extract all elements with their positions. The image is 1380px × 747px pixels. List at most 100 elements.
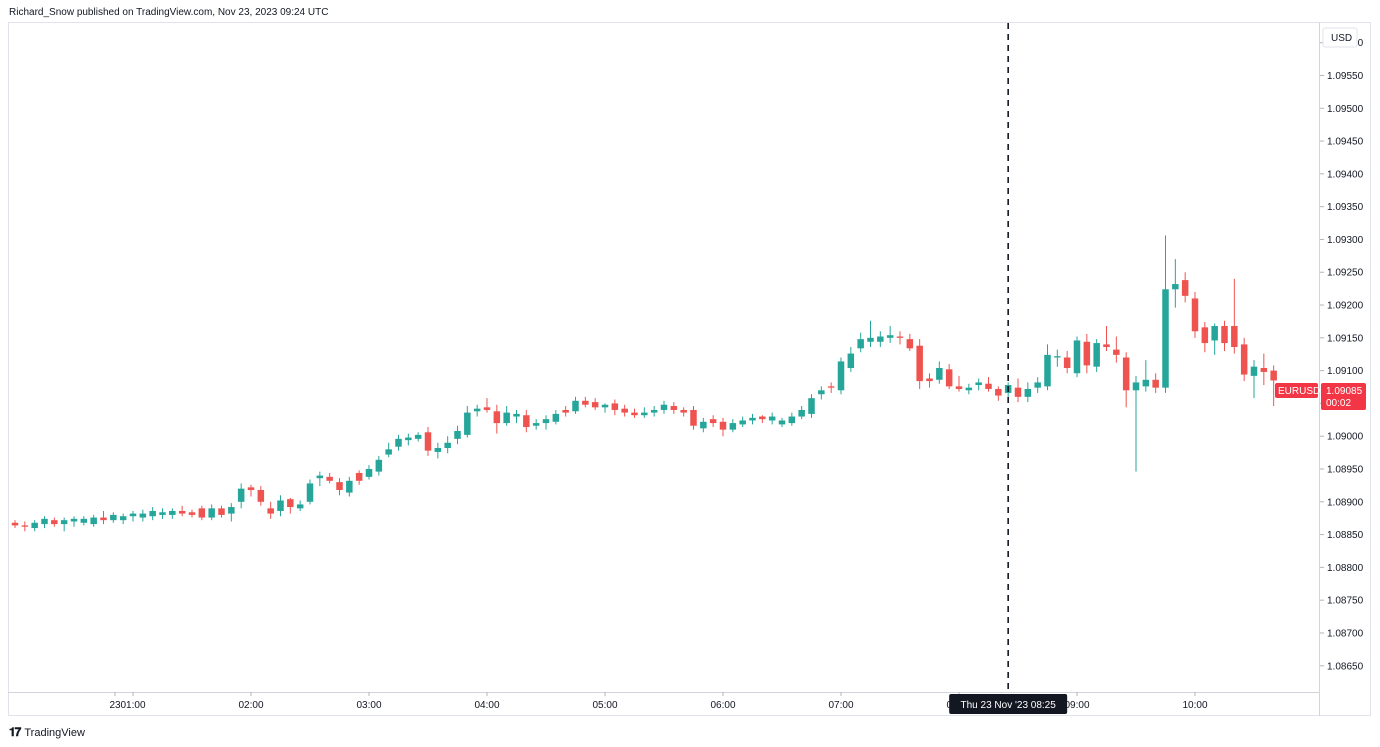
candle[interactable] xyxy=(759,415,766,424)
candle[interactable] xyxy=(277,495,284,517)
candle[interactable] xyxy=(631,408,638,418)
candle[interactable] xyxy=(808,394,815,418)
candle[interactable] xyxy=(896,331,904,345)
candle[interactable] xyxy=(267,501,274,519)
candle[interactable] xyxy=(60,517,68,532)
candle[interactable] xyxy=(1034,377,1041,393)
candle[interactable] xyxy=(375,455,383,476)
candle[interactable] xyxy=(90,514,97,527)
candle[interactable] xyxy=(139,509,147,522)
candle[interactable] xyxy=(700,417,707,433)
candle[interactable] xyxy=(424,427,432,456)
candle[interactable] xyxy=(503,406,510,426)
candle[interactable] xyxy=(660,400,668,414)
candle[interactable] xyxy=(1073,336,1081,378)
candle[interactable] xyxy=(729,419,737,433)
candle[interactable] xyxy=(178,505,186,517)
candle[interactable] xyxy=(326,472,333,484)
candle[interactable] xyxy=(778,417,786,428)
currency-label-box[interactable] xyxy=(1322,27,1358,48)
candle[interactable] xyxy=(916,339,923,389)
candle[interactable] xyxy=(690,406,697,430)
candle[interactable] xyxy=(336,478,343,496)
candle[interactable] xyxy=(395,434,402,451)
candle[interactable] xyxy=(287,497,294,514)
candle[interactable] xyxy=(886,326,894,344)
candle[interactable] xyxy=(906,333,914,351)
candle[interactable] xyxy=(719,417,727,437)
candle[interactable] xyxy=(1181,272,1189,303)
candle[interactable] xyxy=(1132,375,1140,472)
candle[interactable] xyxy=(1142,360,1150,392)
candle[interactable] xyxy=(80,516,88,526)
candle[interactable] xyxy=(650,406,658,417)
candle[interactable] xyxy=(523,409,530,433)
candle[interactable] xyxy=(955,375,963,392)
candle[interactable] xyxy=(965,383,973,395)
candle[interactable] xyxy=(1093,339,1100,372)
candle[interactable] xyxy=(985,377,992,392)
candle[interactable] xyxy=(434,442,442,459)
candle[interactable] xyxy=(493,404,501,434)
candle[interactable] xyxy=(405,433,412,446)
candle[interactable] xyxy=(208,504,215,521)
candle[interactable] xyxy=(670,402,678,414)
candle[interactable] xyxy=(818,386,825,400)
candle[interactable] xyxy=(827,382,835,393)
candle[interactable] xyxy=(1152,373,1159,393)
candle[interactable] xyxy=(149,507,156,521)
candle[interactable] xyxy=(100,510,107,525)
candle[interactable] xyxy=(1201,322,1209,353)
candle[interactable] xyxy=(473,404,481,417)
candle[interactable] xyxy=(11,520,19,529)
candle[interactable] xyxy=(346,476,353,497)
candle[interactable] xyxy=(582,396,589,408)
candle[interactable] xyxy=(788,412,796,426)
candle[interactable] xyxy=(857,332,864,353)
candle[interactable] xyxy=(532,419,540,430)
candle[interactable] xyxy=(414,432,422,442)
candle[interactable] xyxy=(41,516,48,529)
candle[interactable] xyxy=(257,486,265,506)
candle[interactable] xyxy=(1221,320,1228,351)
candle[interactable] xyxy=(1162,235,1169,393)
candle[interactable] xyxy=(601,403,609,413)
candle[interactable] xyxy=(198,505,206,521)
candle[interactable] xyxy=(237,483,245,509)
candle[interactable] xyxy=(1231,278,1238,354)
candle[interactable] xyxy=(926,373,933,388)
candle[interactable] xyxy=(572,396,579,414)
candle[interactable] xyxy=(228,503,235,522)
candle[interactable] xyxy=(562,406,569,417)
candle[interactable] xyxy=(1083,333,1091,374)
candle[interactable] xyxy=(611,399,619,416)
candle[interactable] xyxy=(945,364,953,389)
candle[interactable] xyxy=(975,378,982,391)
candle[interactable] xyxy=(159,508,166,519)
candle[interactable] xyxy=(1014,378,1022,403)
candle[interactable] xyxy=(454,425,461,445)
candle[interactable] xyxy=(1211,323,1218,355)
candle[interactable] xyxy=(1172,259,1179,308)
candle[interactable] xyxy=(739,416,746,428)
candle[interactable] xyxy=(1024,382,1032,403)
candle[interactable] xyxy=(1113,336,1120,363)
candle[interactable] xyxy=(621,404,628,417)
candle[interactable] xyxy=(680,407,687,417)
candle[interactable] xyxy=(129,510,137,522)
candle[interactable] xyxy=(1240,337,1248,382)
candle[interactable] xyxy=(1122,352,1130,408)
candle[interactable] xyxy=(1054,349,1061,367)
candle[interactable] xyxy=(464,406,471,438)
price-axis[interactable]: 1.096001.095501.095001.094501.094001.093… xyxy=(1320,38,1364,672)
candle[interactable] xyxy=(316,471,324,487)
candle[interactable] xyxy=(1250,360,1258,399)
candle[interactable] xyxy=(837,357,845,395)
candle[interactable] xyxy=(110,512,117,523)
candle[interactable] xyxy=(1191,291,1199,338)
candle[interactable] xyxy=(877,331,884,348)
candle[interactable] xyxy=(444,436,451,454)
candle[interactable] xyxy=(641,407,648,418)
candle[interactable] xyxy=(1063,350,1071,374)
candle[interactable] xyxy=(296,500,304,511)
